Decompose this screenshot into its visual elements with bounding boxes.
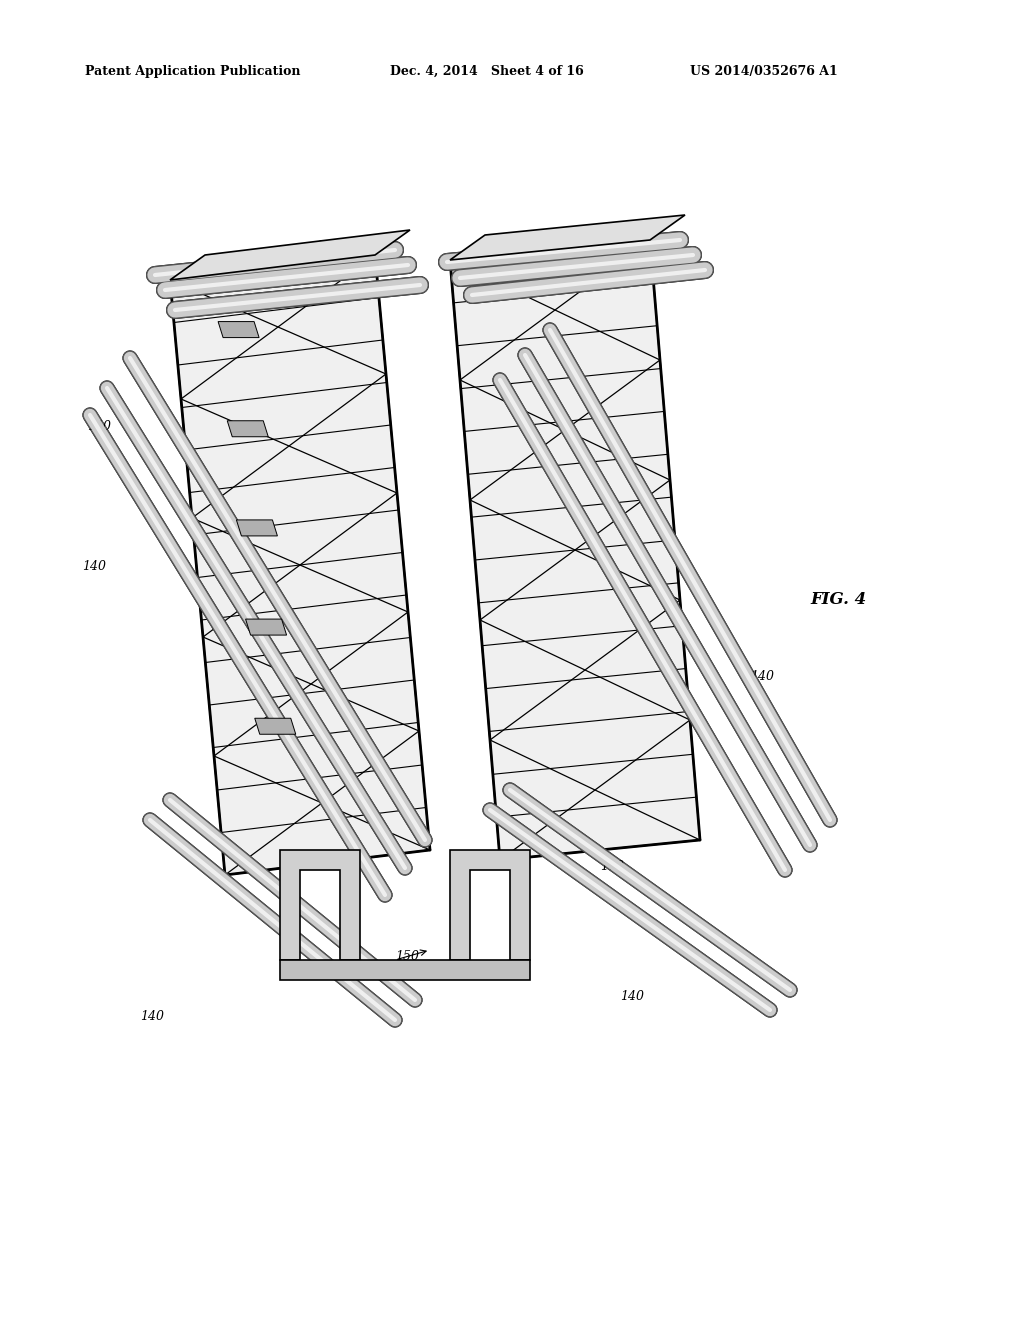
Polygon shape: [280, 960, 530, 979]
Polygon shape: [450, 215, 685, 260]
Polygon shape: [237, 520, 278, 536]
Polygon shape: [170, 255, 430, 875]
Text: 140: 140: [620, 990, 644, 1003]
Text: 130: 130: [293, 246, 334, 259]
Polygon shape: [450, 850, 530, 960]
Text: 130: 130: [315, 240, 339, 253]
Text: 150: 150: [395, 950, 419, 964]
Polygon shape: [227, 421, 268, 437]
Text: 140: 140: [82, 560, 106, 573]
Text: Patent Application Publication: Patent Application Publication: [85, 65, 300, 78]
Polygon shape: [246, 619, 287, 635]
Polygon shape: [170, 230, 410, 280]
Polygon shape: [255, 718, 296, 734]
Text: 130: 130: [625, 235, 649, 248]
Polygon shape: [218, 322, 259, 338]
Text: Dec. 4, 2014   Sheet 4 of 16: Dec. 4, 2014 Sheet 4 of 16: [390, 65, 584, 78]
Text: US 2014/0352676 A1: US 2014/0352676 A1: [690, 65, 838, 78]
Text: 140: 140: [600, 861, 624, 873]
Text: FIG. 4: FIG. 4: [810, 591, 866, 609]
Polygon shape: [280, 850, 360, 960]
Polygon shape: [450, 240, 700, 861]
Text: 140: 140: [87, 420, 111, 433]
Text: 140: 140: [750, 671, 774, 682]
Text: 140: 140: [140, 1010, 164, 1023]
